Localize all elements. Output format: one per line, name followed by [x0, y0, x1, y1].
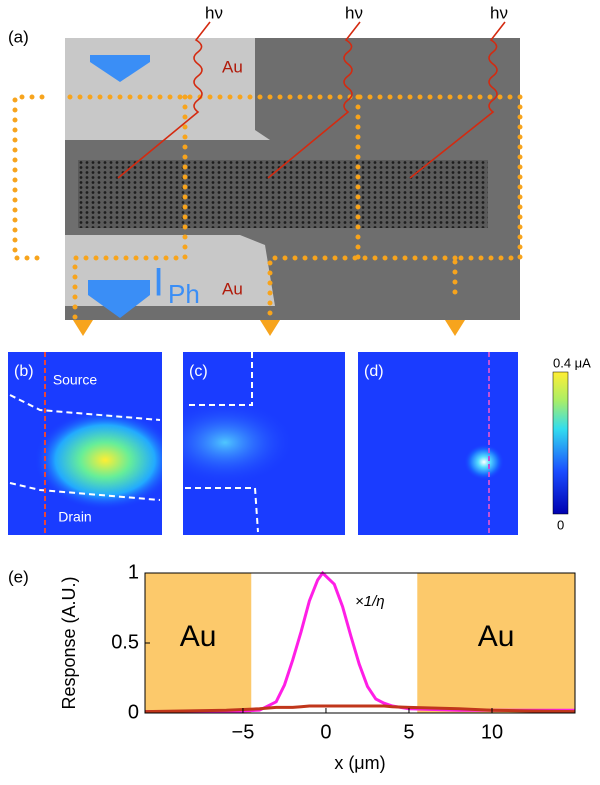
au-region: [145, 573, 252, 713]
au-pad: [65, 38, 270, 140]
colorbar-min: 0: [557, 517, 564, 532]
panel-e: Au Au −5 0 5 10 0 0.5 1 x (μm) Response (A.U.) (e) ×…: [8, 561, 576, 773]
current-arrow: [90, 55, 150, 82]
source-label: Source: [53, 372, 98, 388]
panel-c: (c): [183, 352, 345, 535]
current-arrow: [88, 280, 150, 318]
photon-label: hν: [345, 3, 363, 22]
panel-label: (c): [189, 363, 208, 380]
hotspot: [183, 400, 323, 485]
probe-lines: [12, 94, 523, 323]
photon: [267, 21, 361, 179]
y-tick-label: 0.5: [111, 631, 139, 653]
edge: [9, 394, 161, 501]
panel-d: (d): [358, 352, 518, 535]
au-label: Au: [222, 57, 243, 76]
drain-label: Drain: [58, 509, 91, 525]
colorbar-max: 0.4 μA: [553, 355, 591, 370]
region-label: Au: [478, 620, 515, 653]
line-series: [144, 704, 576, 714]
arrowhead: [73, 320, 93, 336]
colorbar: 0.4 μA 0: [552, 355, 591, 532]
x-tick-label: 5: [403, 721, 414, 743]
edge: [185, 352, 259, 533]
photonic-crystal: [78, 160, 488, 228]
x-tick-label: −5: [232, 721, 255, 743]
x-axis-label: x (μm): [334, 753, 385, 773]
photon: [117, 21, 211, 179]
panel-label: (a): [8, 27, 29, 46]
y-axis-label: Response (A.U.): [59, 576, 79, 709]
panel-label: (b): [14, 363, 34, 380]
heatmap: [358, 352, 518, 535]
photon-label: hν: [205, 3, 223, 22]
y-tick-label: 1: [128, 561, 139, 583]
probe-lines: [267, 255, 458, 323]
region-label: Au: [180, 620, 217, 653]
annotation: ×1/η: [355, 593, 385, 610]
au-label: Au: [222, 279, 243, 298]
photon-label: hν: [490, 3, 508, 22]
arrowhead: [260, 320, 280, 336]
current-symbol: I: [153, 261, 164, 305]
hotspot: [464, 444, 504, 480]
colorbar-scale: [552, 371, 569, 515]
panel-a: (a) hν hν hν Au Au I Ph: [8, 3, 523, 336]
x-tick-label: 10: [481, 721, 503, 743]
current-subscript: Ph: [168, 279, 200, 309]
panel-label: (e): [8, 567, 29, 586]
au-region: [417, 573, 575, 713]
x-tick-label: 0: [320, 721, 331, 743]
panel-label: (d): [364, 363, 384, 380]
panel-b: (b) Source Drain: [8, 352, 162, 535]
y-tick-label: 0: [128, 701, 139, 723]
photon: [409, 21, 506, 179]
arrowhead: [445, 320, 465, 336]
